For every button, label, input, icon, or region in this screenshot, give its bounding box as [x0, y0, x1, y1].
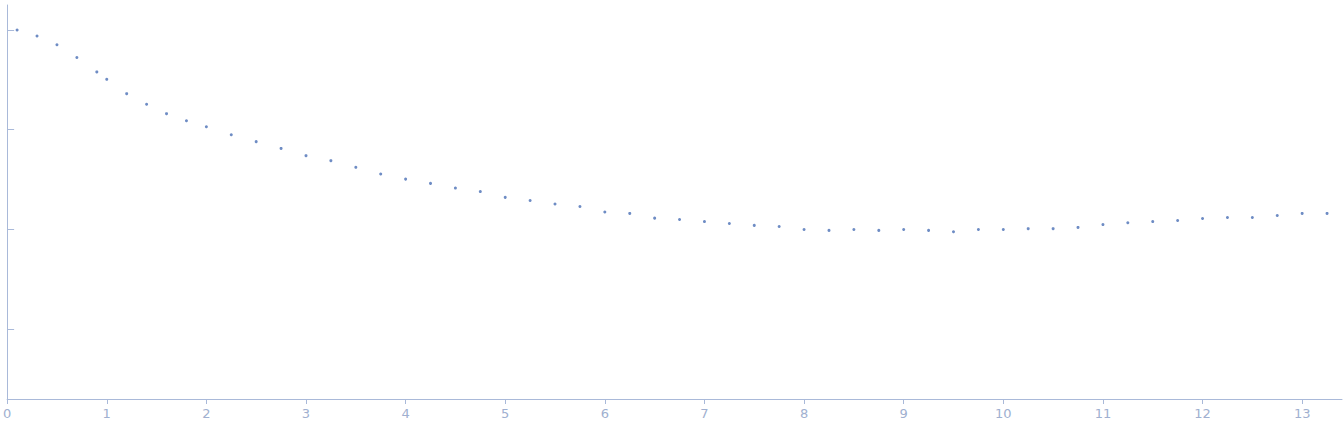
svg-text:9: 9 — [900, 406, 908, 421]
svg-text:7: 7 — [700, 406, 708, 421]
svg-text:6: 6 — [601, 406, 609, 421]
svg-text:11: 11 — [1095, 406, 1112, 421]
svg-text:10: 10 — [995, 406, 1012, 421]
svg-text:2: 2 — [202, 406, 210, 421]
svg-text:3: 3 — [302, 406, 310, 421]
svg-text:5: 5 — [501, 406, 509, 421]
svg-text:4: 4 — [401, 406, 409, 421]
svg-text:13: 13 — [1294, 406, 1311, 421]
svg-text:1: 1 — [103, 406, 111, 421]
svg-text:8: 8 — [800, 406, 808, 421]
svg-text:0: 0 — [3, 406, 11, 421]
svg-text:12: 12 — [1194, 406, 1211, 421]
